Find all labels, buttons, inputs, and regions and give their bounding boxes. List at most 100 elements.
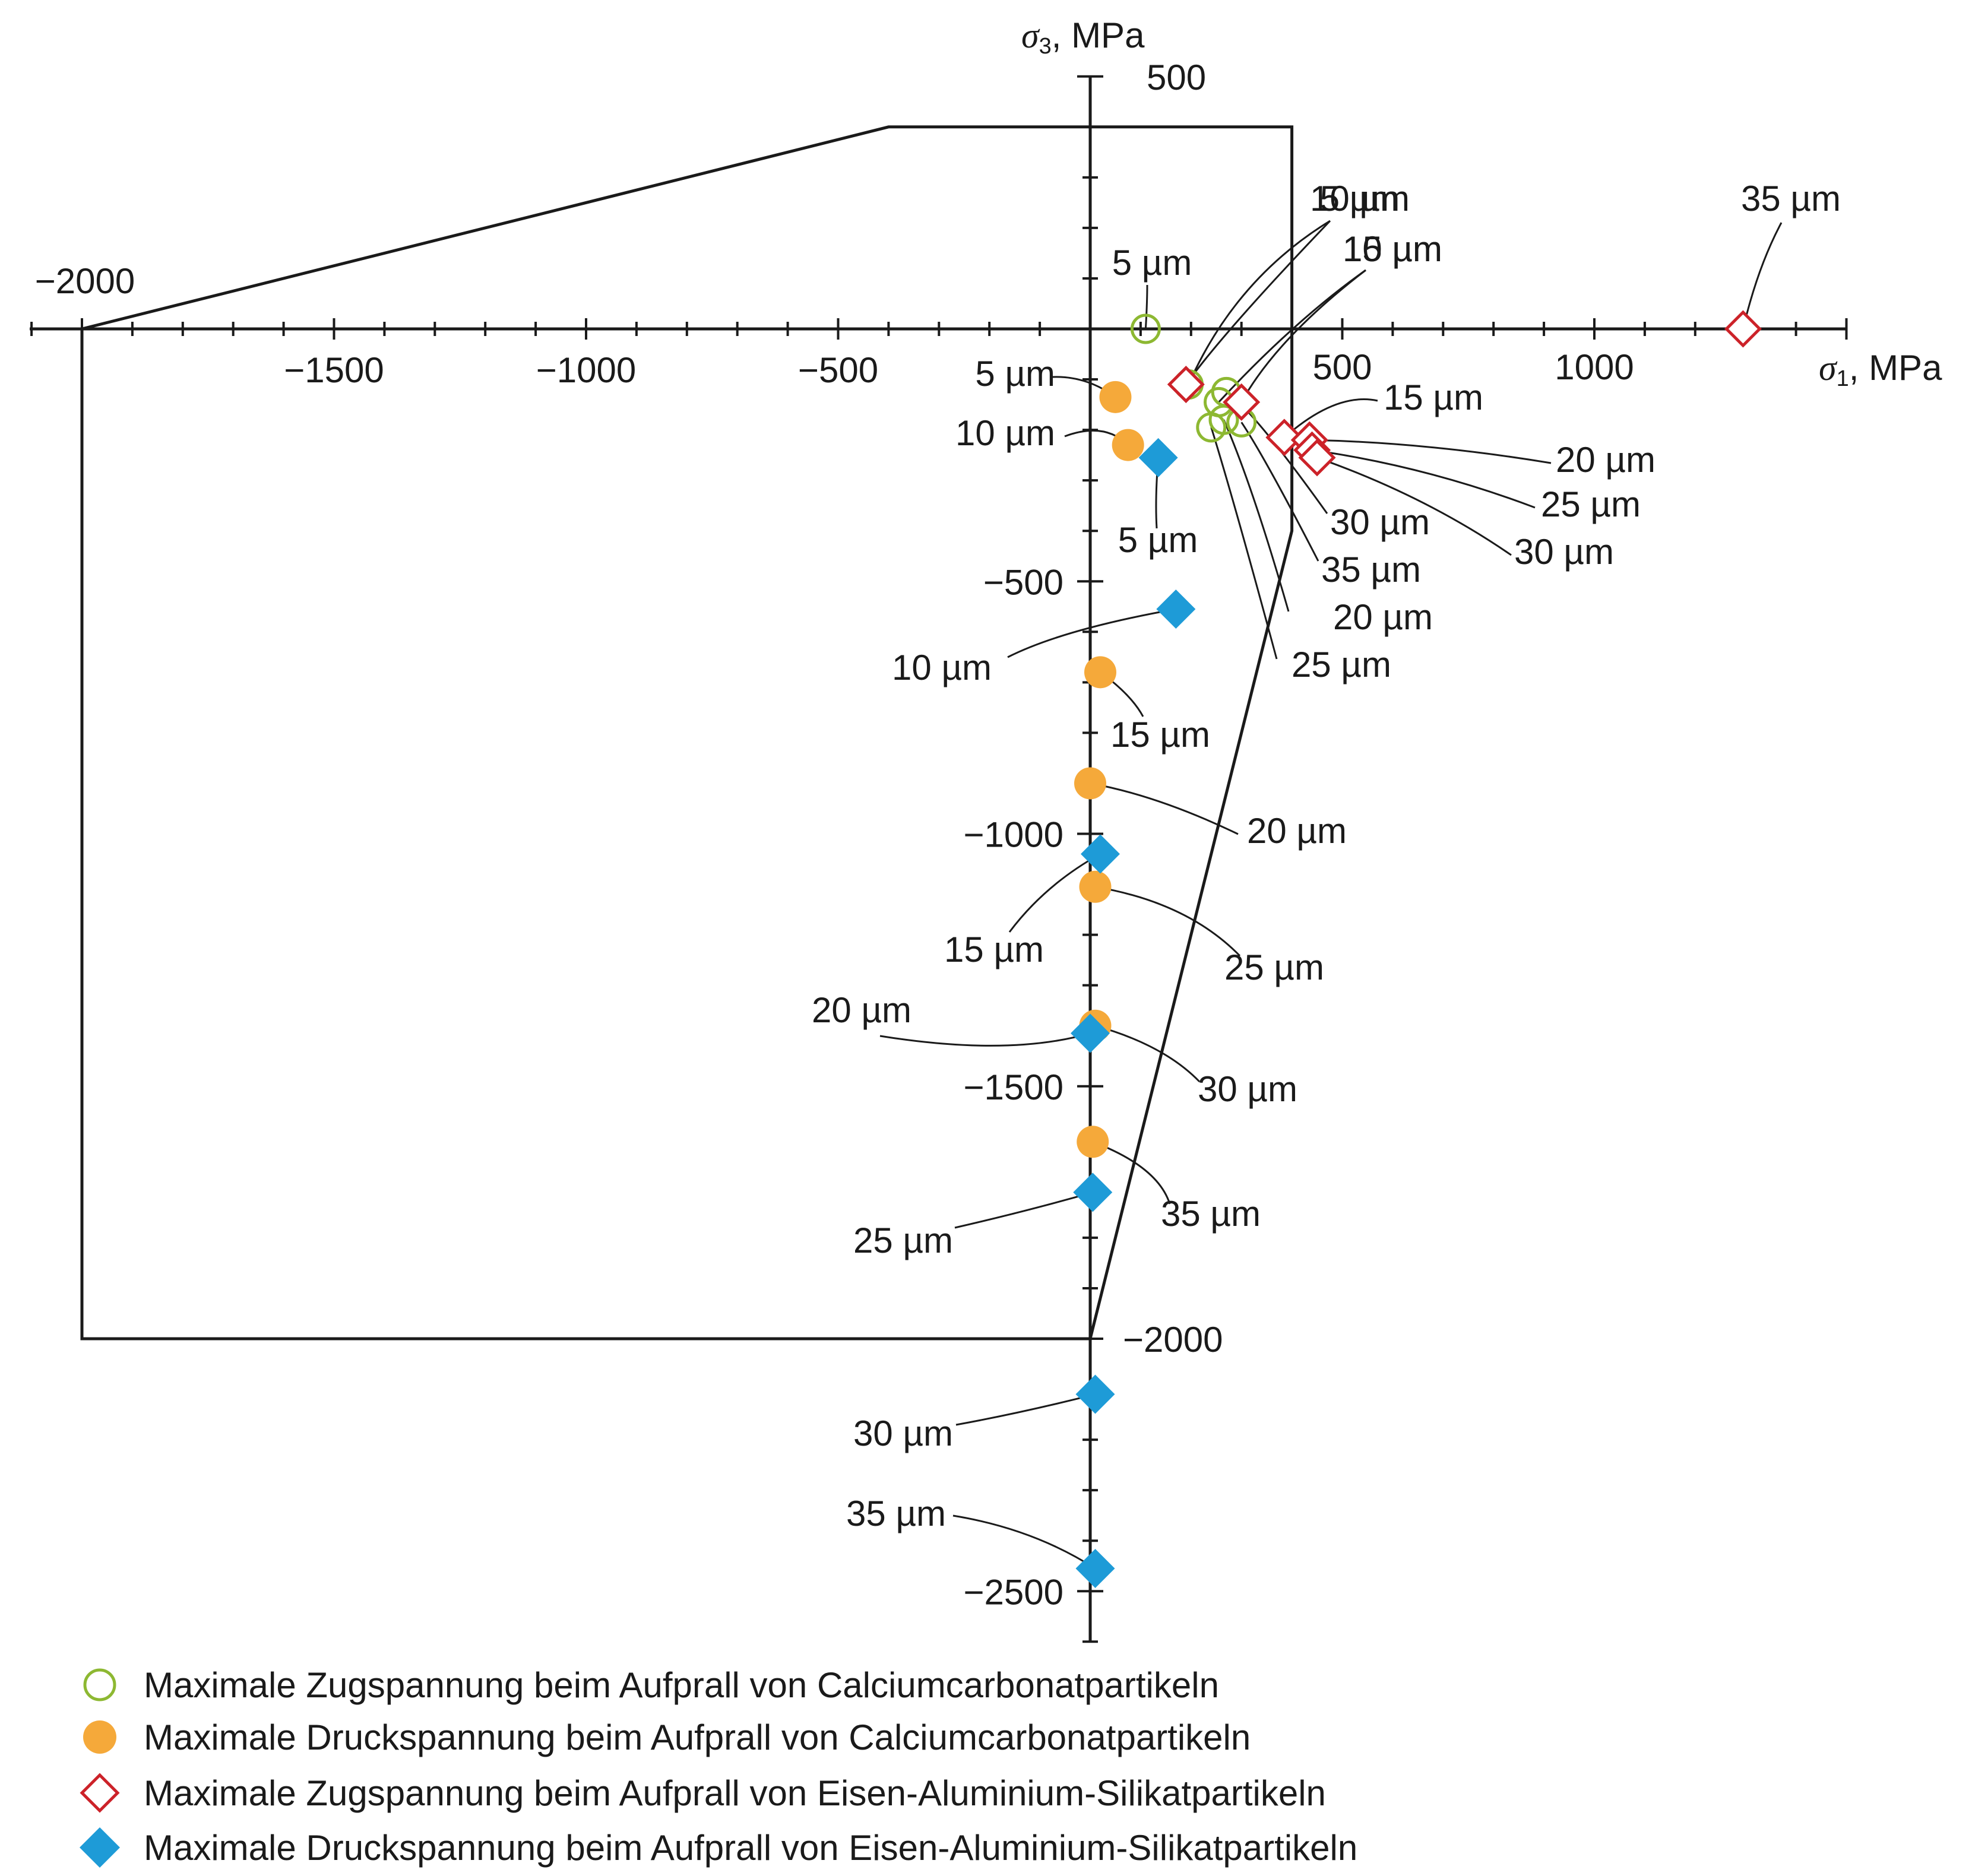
point-label: 35 µm xyxy=(1321,550,1421,590)
leader-line xyxy=(1185,220,1331,385)
y-tick-label: −2000 xyxy=(1123,1320,1223,1360)
legend: Maximale Zugspannung beim Aufprall von C… xyxy=(80,1665,1357,1868)
point-label: 30 µm xyxy=(853,1414,953,1453)
legend-label: Maximale Druckspannung beim Aufprall von… xyxy=(144,1717,1251,1757)
point-label: 15 µm xyxy=(944,930,1044,969)
point-label: 5 µm xyxy=(1118,520,1198,560)
legend-label: Maximale Zugspannung beim Aufprall von E… xyxy=(144,1773,1326,1813)
leader-line xyxy=(1095,886,1241,957)
data-point-filled-diamond xyxy=(1071,1013,1110,1053)
data-point-open-circle xyxy=(1196,412,1227,443)
y-axis-title-symbol: σ xyxy=(1021,16,1040,55)
point-label: 10 µm xyxy=(1343,229,1442,269)
point-label: 15 µm xyxy=(1110,715,1210,755)
data-point-open-diamond xyxy=(1298,439,1336,477)
x-axis-title-unit: , MPa xyxy=(1849,348,1942,388)
leader-line xyxy=(1210,427,1278,660)
y-tick-label: −500 xyxy=(983,562,1063,602)
point-label: 20 µm xyxy=(1333,597,1433,637)
y-axis-title-unit: , MPa xyxy=(1052,15,1145,55)
point-label: 10 µm xyxy=(892,648,992,687)
data-point-filled-diamond xyxy=(1080,834,1120,874)
leader-line xyxy=(1240,422,1319,562)
data-point-open-diamond xyxy=(1167,366,1205,404)
data-point-open-diamond xyxy=(1223,383,1261,421)
data-point-filled-circle xyxy=(1112,429,1144,461)
x-tick-label: −1000 xyxy=(536,350,637,390)
data-point-filled-circle xyxy=(1099,381,1132,413)
point-label: 15 µm xyxy=(1343,229,1442,269)
axes-layer: −2000 −1500 −1000 −500 500 1000 500 −500 −1000 −1… xyxy=(30,15,1942,1643)
legend-marker-filled-diamond xyxy=(80,1827,120,1868)
data-point-filled-circle xyxy=(1084,656,1116,689)
x-axis-title-subscript: 1 xyxy=(1837,366,1849,391)
legend-label: Maximale Druckspannung beim Aufprall von… xyxy=(144,1828,1357,1868)
leader-line xyxy=(1144,284,1148,329)
x-tick-label: −500 xyxy=(798,350,878,390)
failure-envelope xyxy=(80,125,1294,1341)
legend-marker-open-diamond xyxy=(80,1773,120,1813)
point-label: 35 µm xyxy=(1741,179,1841,218)
data-point-filled-diamond xyxy=(1075,1548,1115,1588)
failure-envelope-layer xyxy=(80,125,1294,1341)
point-label: 25 µm xyxy=(1541,484,1641,524)
x-tick-label: −2000 xyxy=(35,261,135,301)
marker-layer xyxy=(1071,310,1762,1588)
leader-line xyxy=(954,1191,1093,1229)
point-label: 5 µm xyxy=(1112,243,1192,283)
leader-line xyxy=(1008,853,1101,933)
data-point-open-diamond xyxy=(1724,310,1762,348)
point-label: 5 µm xyxy=(1320,179,1400,218)
x-tick-label: 500 xyxy=(1312,347,1372,387)
point-label: 30 µm xyxy=(1330,502,1430,542)
point-label: 20 µm xyxy=(1556,440,1656,480)
leader-line xyxy=(1283,398,1378,439)
point-label: 30 µm xyxy=(1514,532,1614,572)
leader-line xyxy=(879,1032,1091,1047)
point-label: 25 µm xyxy=(1292,645,1391,685)
x-axis-title: σ1, MPa xyxy=(1819,348,1942,391)
leader-line xyxy=(1095,1025,1201,1083)
data-point-filled-circle xyxy=(1079,870,1112,903)
point-label: 20 µm xyxy=(812,990,911,1030)
legend-label: Maximale Zugspannung beim Aufprall von C… xyxy=(144,1665,1219,1705)
leader-line xyxy=(1090,782,1239,835)
x-tick-label: 1000 xyxy=(1555,347,1634,387)
data-point-filled-diamond xyxy=(1138,438,1178,477)
leader-line xyxy=(1742,222,1783,329)
data-point-filled-diamond xyxy=(1075,1374,1115,1414)
x-tick-label: −1500 xyxy=(284,350,384,390)
leader-line xyxy=(952,1514,1096,1570)
y-axis-title-subscript: 3 xyxy=(1039,34,1052,59)
data-point-filled-diamond xyxy=(1073,1172,1113,1212)
x-axis-title-symbol: σ xyxy=(1819,348,1838,388)
point-label: 30 µm xyxy=(1198,1069,1297,1109)
data-point-filled-circle xyxy=(1074,767,1106,800)
y-tick-label: −1500 xyxy=(963,1067,1063,1107)
point-label: 5 µm xyxy=(975,354,1055,394)
y-tick-label: −2500 xyxy=(963,1572,1063,1612)
legend-marker-filled-circle xyxy=(83,1720,116,1754)
leader-line xyxy=(1188,220,1331,385)
leader-line xyxy=(1316,457,1512,556)
point-label: 20 µm xyxy=(1247,811,1347,851)
data-point-filled-diamond xyxy=(1156,590,1196,629)
leader-line xyxy=(955,1393,1096,1426)
data-point-open-diamond xyxy=(1265,419,1303,457)
point-label: 10 µm xyxy=(955,413,1055,453)
leader-layer xyxy=(879,220,1783,1570)
point-label: 35 µm xyxy=(1161,1194,1261,1234)
point-label: 35 µm xyxy=(846,1494,946,1533)
legend-marker-open-circle xyxy=(83,1668,116,1701)
leader-line xyxy=(1007,608,1176,658)
point-label: 25 µm xyxy=(1224,947,1324,987)
y-tick-label: −1000 xyxy=(963,815,1063,855)
leader-line xyxy=(1312,449,1536,509)
point-label: 25 µm xyxy=(853,1221,953,1260)
point-label: 15 µm xyxy=(1384,378,1483,417)
leader-line xyxy=(1240,269,1366,403)
y-axis-title: σ3, MPa xyxy=(1021,15,1145,59)
point-label: 10 µm xyxy=(1310,179,1410,218)
